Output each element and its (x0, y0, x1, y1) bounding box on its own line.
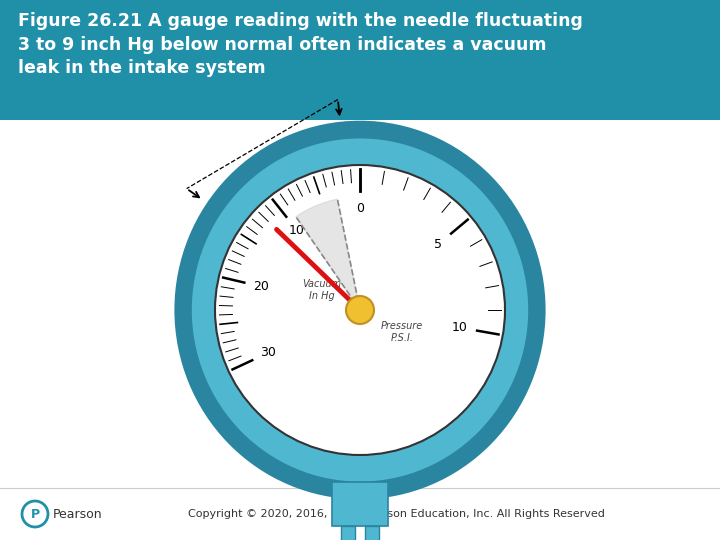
Text: 10: 10 (289, 224, 305, 237)
Text: Pressure
P.S.I.: Pressure P.S.I. (381, 321, 423, 343)
Bar (365, 525, 379, 540)
Polygon shape (296, 199, 360, 310)
Text: 10: 10 (452, 321, 468, 334)
Bar (0, 0, 720, 120)
Text: Copyright © 2020, 2016, 2012 Pearson Education, Inc. All Rights Reserved: Copyright © 2020, 2016, 2012 Pearson Edu… (188, 509, 604, 519)
Bar (332, 482, 388, 525)
Text: P: P (30, 508, 40, 521)
Circle shape (346, 296, 374, 324)
Text: Pearson: Pearson (53, 508, 103, 521)
Text: 5: 5 (433, 238, 442, 251)
Ellipse shape (192, 138, 528, 482)
Bar (341, 525, 355, 540)
Text: 20: 20 (253, 280, 269, 293)
Text: 0: 0 (356, 202, 364, 215)
Ellipse shape (174, 120, 546, 500)
Ellipse shape (215, 165, 505, 455)
Text: Figure 26.21 A gauge reading with the needle fluctuating
3 to 9 inch Hg below no: Figure 26.21 A gauge reading with the ne… (18, 12, 583, 77)
Text: Vacuum
In Hg: Vacuum In Hg (302, 279, 341, 301)
Text: 30: 30 (260, 346, 276, 360)
